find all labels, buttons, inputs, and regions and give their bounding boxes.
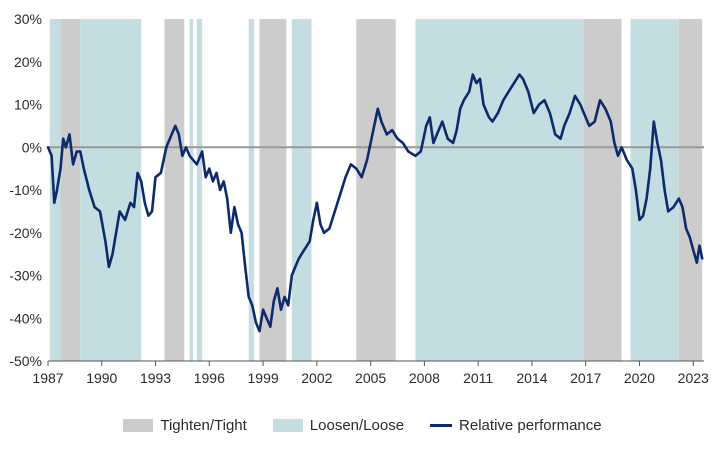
series-line-relative-performance <box>46 73 704 333</box>
regime-band-loosen-8 <box>291 19 312 361</box>
x-tick-label-2005: 2005 <box>355 370 386 386</box>
x-tick-label-2011: 2011 <box>463 370 493 386</box>
y-tick-label--40: -40% <box>9 310 42 326</box>
y-tick-label-30: 30% <box>14 11 42 27</box>
legend-label-tighten: Tighten/Tight <box>160 416 247 434</box>
regime-band-tighten-9 <box>356 19 396 361</box>
regime-band-tighten-1 <box>60 19 81 361</box>
legend-item-loosen: Loosen/Loose <box>272 416 405 434</box>
regime-band-tighten-3 <box>164 19 185 361</box>
legend-swatch-tighten <box>123 418 154 432</box>
y-tick-label-0: 0% <box>22 139 42 155</box>
regime-band-loosen-6 <box>248 19 255 361</box>
x-tick-label-2002: 2002 <box>301 370 332 386</box>
regime-band-tighten-11 <box>583 19 622 361</box>
tick-labels: 1987 1990 1993 1996 1999 2002 2005 2008 2011 2014… <box>9 11 709 386</box>
legend-item-tighten: Tighten/Tight <box>123 416 247 434</box>
x-tick-label-1999: 1999 <box>248 370 279 386</box>
regime-band-loosen-5 <box>196 19 203 361</box>
x-tick-label-2008: 2008 <box>409 370 440 386</box>
x-tick-label-1996: 1996 <box>194 370 225 386</box>
y-tick-label-20: 20% <box>14 54 42 70</box>
regime-band-loosen-4 <box>189 19 194 361</box>
axes <box>47 146 704 366</box>
x-tick-label-2017: 2017 <box>570 370 601 386</box>
y-tick-label--50: -50% <box>9 353 42 369</box>
y-tick-label--10: -10% <box>9 182 42 198</box>
regime-band-loosen-12 <box>630 19 679 361</box>
chart-legend: Tighten/Tight Loosen/Loose Relative perf… <box>0 412 725 438</box>
regime-bands <box>49 19 703 361</box>
x-tick-label-1990: 1990 <box>86 370 117 386</box>
legend-item-relative-performance: Relative performance <box>430 417 602 434</box>
y-tick-label-10: 10% <box>14 97 42 113</box>
regime-band-loosen-10 <box>415 19 584 361</box>
regime-band-loosen-0 <box>49 19 61 361</box>
series-layer <box>46 73 704 333</box>
x-tick-label-1987: 1987 <box>32 370 63 386</box>
y-tick-label--30: -30% <box>9 268 42 284</box>
x-tick-label-1993: 1993 <box>140 370 171 386</box>
legend-label-loosen: Loosen/Loose <box>309 416 405 434</box>
x-tick-label-2023: 2023 <box>678 370 709 386</box>
legend-swatch-loosen <box>272 418 303 432</box>
x-tick-label-2014: 2014 <box>516 370 547 386</box>
legend-swatch-line <box>430 423 453 427</box>
x-tick-label-2020: 2020 <box>624 370 655 386</box>
regime-band-tighten-13 <box>678 19 703 361</box>
y-tick-label--20: -20% <box>9 225 42 241</box>
legend-label-relative-performance: Relative performance <box>459 416 602 434</box>
